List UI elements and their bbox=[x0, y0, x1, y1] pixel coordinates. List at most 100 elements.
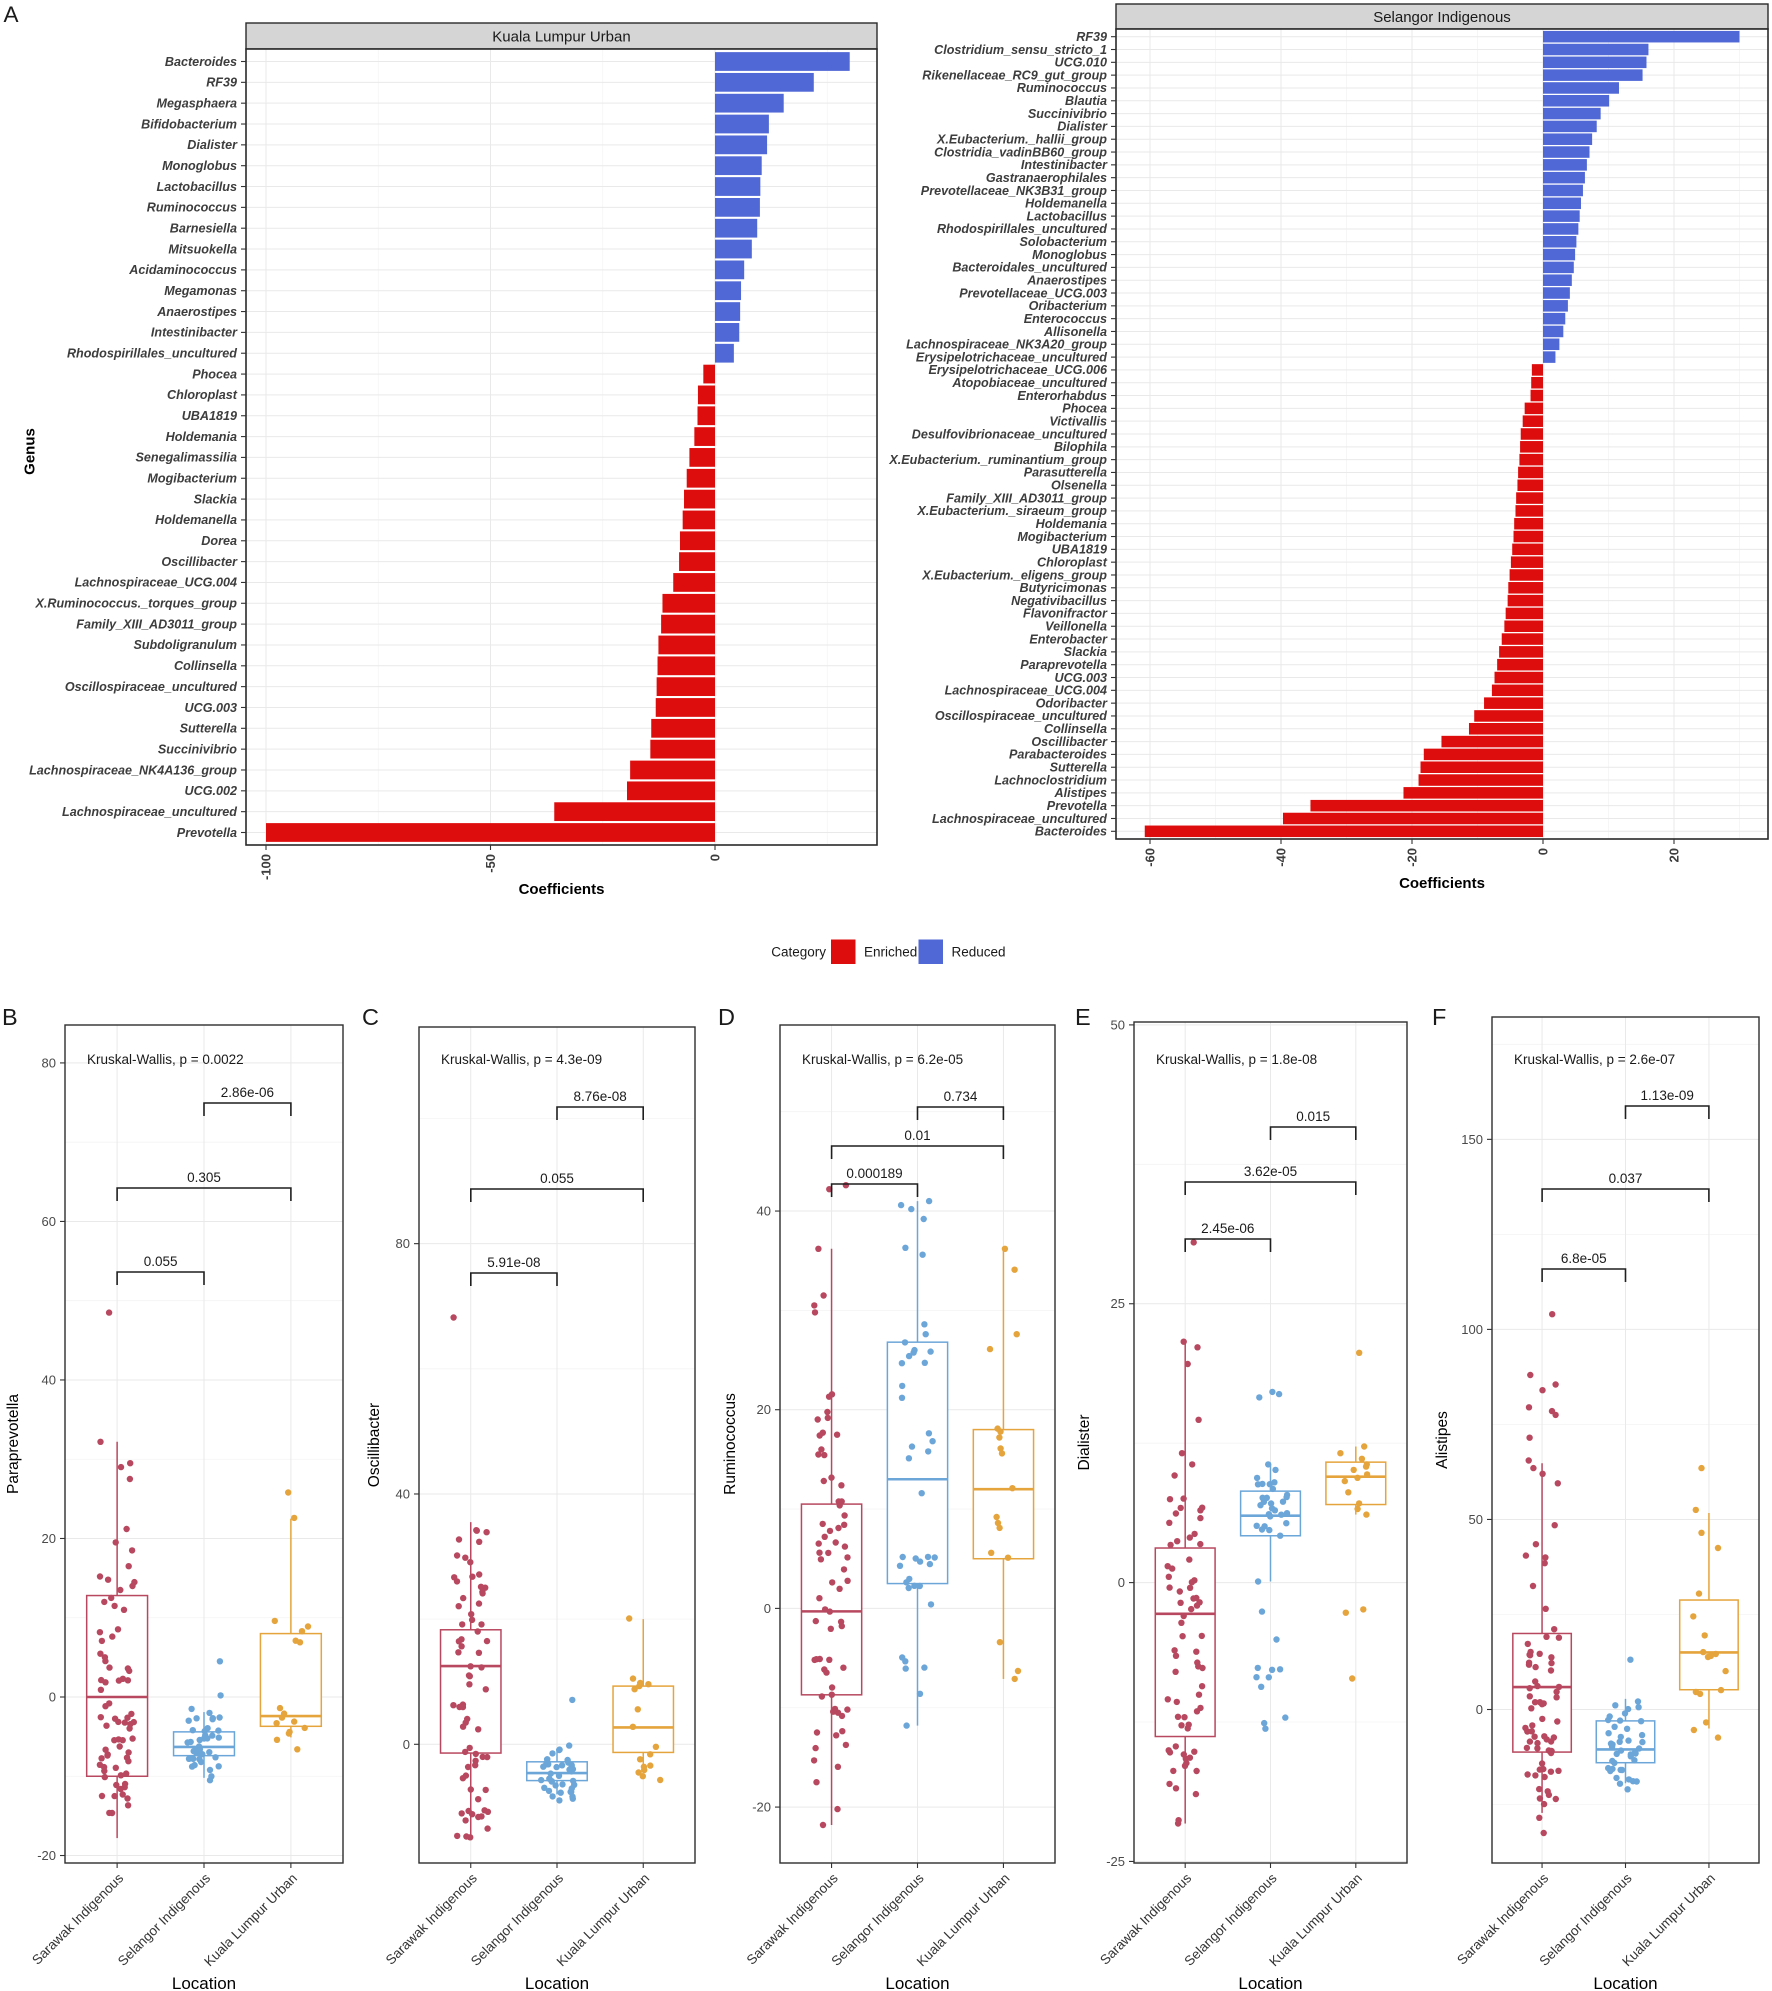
svg-text:Holdemanella: Holdemanella bbox=[155, 513, 237, 527]
svg-text:Bacteroidales_uncultured: Bacteroidales_uncultured bbox=[952, 261, 1107, 275]
svg-text:0: 0 bbox=[49, 1690, 56, 1705]
svg-text:-20: -20 bbox=[37, 1848, 56, 1863]
svg-text:-100: -100 bbox=[259, 854, 274, 880]
svg-text:F: F bbox=[1432, 1004, 1446, 1030]
svg-text:40: 40 bbox=[42, 1373, 56, 1388]
svg-text:D: D bbox=[718, 1004, 735, 1030]
svg-text:Parabacteroides: Parabacteroides bbox=[1009, 748, 1107, 762]
svg-text:Prevotellaceae_NK3B31_group: Prevotellaceae_NK3B31_group bbox=[921, 184, 1108, 198]
svg-text:3.62e-05: 3.62e-05 bbox=[1244, 1164, 1297, 1179]
svg-text:Location: Location bbox=[525, 1974, 589, 1991]
svg-text:Holdemania: Holdemania bbox=[1036, 517, 1107, 531]
svg-text:Megasphaera: Megasphaera bbox=[157, 97, 238, 111]
svg-text:Lactobacillus: Lactobacillus bbox=[157, 180, 237, 194]
svg-text:Blautia: Blautia bbox=[1065, 94, 1107, 108]
svg-text:Kuala Lumpur Urban: Kuala Lumpur Urban bbox=[492, 29, 630, 46]
svg-text:UCG.003: UCG.003 bbox=[1055, 671, 1108, 685]
svg-text:X.Eubacterium._eligens_group: X.Eubacterium._eligens_group bbox=[921, 568, 1107, 582]
svg-text:6.8e-05: 6.8e-05 bbox=[1561, 1251, 1607, 1266]
svg-text:Clostridium_sensu_stricto_1: Clostridium_sensu_stricto_1 bbox=[934, 43, 1107, 57]
svg-text:Paraprevotella: Paraprevotella bbox=[1020, 658, 1107, 672]
svg-text:Coefficients: Coefficients bbox=[519, 881, 605, 898]
svg-text:Collinsella: Collinsella bbox=[1044, 722, 1107, 736]
svg-text:0: 0 bbox=[708, 854, 723, 861]
svg-text:Alistipes: Alistipes bbox=[1434, 1411, 1451, 1469]
svg-text:Dialister: Dialister bbox=[187, 138, 238, 152]
svg-text:Reduced: Reduced bbox=[952, 945, 1006, 960]
svg-text:0: 0 bbox=[1118, 1575, 1125, 1590]
svg-text:Enterococcus: Enterococcus bbox=[1024, 312, 1107, 326]
svg-text:80: 80 bbox=[396, 1236, 410, 1251]
svg-text:Veillonella: Veillonella bbox=[1045, 620, 1107, 634]
svg-text:Megamonas: Megamonas bbox=[164, 284, 237, 298]
svg-text:Ruminococcus: Ruminococcus bbox=[1017, 81, 1107, 95]
svg-text:Oribacterium: Oribacterium bbox=[1029, 299, 1107, 313]
svg-text:5.91e-08: 5.91e-08 bbox=[487, 1255, 540, 1270]
svg-text:Lachnospiraceae_UCG.004: Lachnospiraceae_UCG.004 bbox=[75, 576, 237, 590]
svg-text:Intestinibacter: Intestinibacter bbox=[1021, 158, 1108, 172]
svg-text:0.055: 0.055 bbox=[144, 1254, 178, 1269]
svg-text:UCG.010: UCG.010 bbox=[1055, 56, 1108, 70]
svg-text:X.Eubacterium._ruminantium_gro: X.Eubacterium._ruminantium_group bbox=[888, 453, 1107, 467]
svg-text:0: 0 bbox=[403, 1737, 410, 1752]
svg-text:Oscillibacter: Oscillibacter bbox=[366, 1403, 383, 1487]
svg-text:Genus: Genus bbox=[22, 428, 39, 475]
svg-text:20: 20 bbox=[1667, 848, 1682, 862]
svg-text:Bacteroides: Bacteroides bbox=[1035, 825, 1107, 839]
svg-text:-40: -40 bbox=[1274, 848, 1289, 867]
svg-text:Mogibacterium: Mogibacterium bbox=[147, 472, 237, 486]
svg-text:20: 20 bbox=[757, 1402, 771, 1417]
svg-text:0: 0 bbox=[1536, 848, 1551, 855]
svg-text:60: 60 bbox=[42, 1214, 56, 1229]
svg-text:RF39: RF39 bbox=[1076, 30, 1107, 44]
svg-text:40: 40 bbox=[396, 1487, 410, 1502]
svg-text:25: 25 bbox=[1111, 1296, 1125, 1311]
svg-text:Family_XIII_AD3011_group: Family_XIII_AD3011_group bbox=[946, 491, 1107, 505]
svg-text:0.000189: 0.000189 bbox=[846, 1166, 902, 1181]
svg-text:0: 0 bbox=[764, 1601, 771, 1616]
svg-text:UBA1819: UBA1819 bbox=[182, 409, 237, 423]
svg-text:2.86e-06: 2.86e-06 bbox=[221, 1085, 274, 1100]
svg-text:Prevotella: Prevotella bbox=[177, 826, 237, 840]
svg-text:Oscillospiraceae_uncultured: Oscillospiraceae_uncultured bbox=[935, 709, 1107, 723]
svg-text:Kruskal-Wallis, p = 0.0022: Kruskal-Wallis, p = 0.0022 bbox=[87, 1052, 244, 1067]
svg-text:Rhodospirillales_uncultured: Rhodospirillales_uncultured bbox=[67, 347, 237, 361]
svg-text:B: B bbox=[2, 1004, 18, 1030]
svg-text:Holdemania: Holdemania bbox=[166, 430, 237, 444]
svg-text:Holdemanella: Holdemanella bbox=[1025, 197, 1107, 211]
svg-text:Phocea: Phocea bbox=[1062, 402, 1107, 416]
svg-text:Oscillospiraceae_uncultured: Oscillospiraceae_uncultured bbox=[65, 680, 237, 694]
svg-text:C: C bbox=[362, 1004, 379, 1030]
svg-text:0.055: 0.055 bbox=[540, 1171, 574, 1186]
svg-text:-60: -60 bbox=[1143, 848, 1158, 867]
svg-text:0.037: 0.037 bbox=[1609, 1171, 1643, 1186]
svg-text:Bifidobacterium: Bifidobacterium bbox=[141, 117, 237, 131]
svg-text:100: 100 bbox=[1461, 1322, 1483, 1337]
svg-text:Desulfovibrionaceae_uncultured: Desulfovibrionaceae_uncultured bbox=[912, 427, 1108, 441]
svg-text:Lachnospiraceae_uncultured: Lachnospiraceae_uncultured bbox=[62, 805, 237, 819]
svg-text:-20: -20 bbox=[752, 1800, 771, 1815]
svg-text:Erysipelotrichaceae_UCG.006: Erysipelotrichaceae_UCG.006 bbox=[928, 363, 1108, 377]
svg-text:Anaerostipes: Anaerostipes bbox=[156, 305, 237, 319]
svg-text:Oscillibacter: Oscillibacter bbox=[161, 555, 238, 569]
svg-text:Mogibacterium: Mogibacterium bbox=[1017, 530, 1107, 544]
svg-text:Lachnoclostridium: Lachnoclostridium bbox=[994, 773, 1107, 787]
svg-text:2.45e-06: 2.45e-06 bbox=[1201, 1221, 1254, 1236]
svg-text:Ruminococcus: Ruminococcus bbox=[722, 1393, 739, 1495]
svg-text:Rikenellaceae_RC9_gut_group: Rikenellaceae_RC9_gut_group bbox=[922, 68, 1107, 82]
svg-text:Olsenella: Olsenella bbox=[1051, 479, 1107, 493]
svg-text:Acidaminococcus: Acidaminococcus bbox=[128, 263, 237, 277]
svg-text:Mitsuokella: Mitsuokella bbox=[168, 242, 237, 256]
svg-text:Paraprevotella: Paraprevotella bbox=[5, 1394, 22, 1494]
svg-text:UCG.002: UCG.002 bbox=[185, 784, 238, 798]
svg-text:0.01: 0.01 bbox=[904, 1128, 930, 1143]
svg-text:Oscillibacter: Oscillibacter bbox=[1031, 735, 1108, 749]
svg-text:Chloroplast: Chloroplast bbox=[1037, 555, 1108, 569]
svg-text:Category: Category bbox=[771, 945, 826, 960]
svg-text:1.13e-09: 1.13e-09 bbox=[1641, 1088, 1694, 1103]
svg-text:Subdoligranulum: Subdoligranulum bbox=[133, 638, 237, 652]
svg-text:Senegalimassilia: Senegalimassilia bbox=[135, 451, 237, 465]
svg-text:UCG.003: UCG.003 bbox=[185, 701, 238, 715]
svg-text:A: A bbox=[4, 2, 19, 27]
svg-text:Location: Location bbox=[1238, 1974, 1302, 1991]
